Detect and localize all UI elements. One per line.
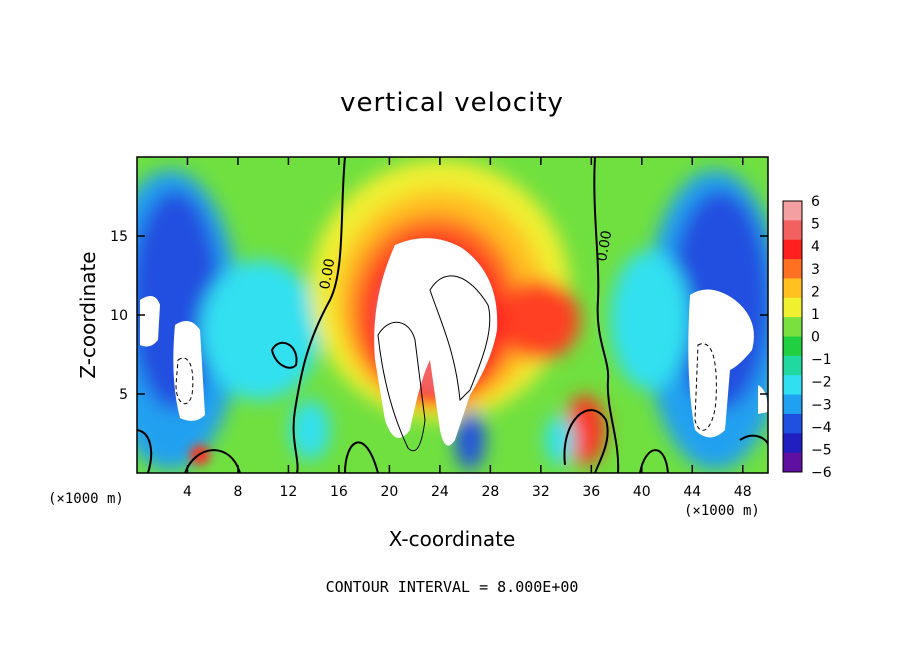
colorbar-swatch bbox=[783, 297, 802, 318]
downdraft-core-left bbox=[173, 321, 205, 421]
x-tick-label: 36 bbox=[582, 484, 600, 500]
y-axis: 5 10 15 bbox=[110, 229, 768, 403]
colorbar-swatch bbox=[783, 375, 802, 396]
x-tick-label: 24 bbox=[431, 484, 449, 500]
y-tick-label: 15 bbox=[110, 229, 128, 245]
colorbar-swatch bbox=[783, 433, 802, 454]
x-tick-label: 8 bbox=[233, 484, 242, 500]
x-tick-label: 12 bbox=[280, 484, 298, 500]
x-axis-label: X-coordinate bbox=[388, 527, 516, 551]
colorbar-tick-label: −5 bbox=[811, 442, 832, 458]
colorbar-swatch bbox=[783, 413, 802, 434]
colorbar-swatch bbox=[783, 239, 802, 260]
downdraft-core-right bbox=[688, 289, 754, 438]
colorbar: 6 5 4 3 2 1 0 −1 −2 −3 −4 −5 −6 bbox=[782, 194, 832, 481]
colorbar-swatch bbox=[783, 452, 802, 473]
x-unit-right: (×1000 m) bbox=[684, 503, 760, 519]
x-unit-left: (×1000 m) bbox=[48, 491, 124, 507]
x-axis: 4 8 12 16 20 24 28 32 36 40 44 48 bbox=[183, 157, 752, 500]
contour-label-right: 0.00 bbox=[594, 229, 615, 262]
colorbar-tick-label: 4 bbox=[811, 239, 820, 255]
colorbar-swatch bbox=[783, 259, 802, 279]
x-tick-label: 40 bbox=[633, 484, 651, 500]
colorbar-tick-label: 0 bbox=[811, 330, 820, 346]
colorbar-tick-label: 5 bbox=[811, 217, 820, 233]
heatmap-field bbox=[137, 157, 768, 473]
colorbar-tick-label: −1 bbox=[811, 352, 832, 368]
colorbar-tick-label: 3 bbox=[811, 262, 820, 278]
contour-label-left: 0.00 bbox=[317, 257, 338, 290]
x-tick-label: 44 bbox=[683, 484, 701, 500]
colorbar-tick-label: −3 bbox=[811, 397, 832, 413]
colorbar-swatch bbox=[783, 394, 802, 415]
y-tick-label: 5 bbox=[119, 387, 128, 403]
colorbar-tick-label: −6 bbox=[811, 465, 832, 481]
x-tick-label: 32 bbox=[532, 484, 550, 500]
contour-interval-note: CONTOUR INTERVAL = 8.000E+00 bbox=[325, 578, 579, 596]
chart-title: vertical velocity bbox=[340, 88, 564, 118]
y-tick-label: 10 bbox=[110, 308, 128, 324]
colorbar-tick-label: 6 bbox=[811, 194, 820, 210]
x-tick-label: 48 bbox=[734, 484, 752, 500]
colorbar-swatch bbox=[783, 220, 802, 241]
colorbar-tick-label: −4 bbox=[811, 420, 832, 436]
colorbar-tick-label: 1 bbox=[811, 307, 820, 323]
zero-contour-left bbox=[292, 157, 346, 473]
colorbar-swatch bbox=[783, 278, 802, 299]
colorbar-swatch bbox=[783, 317, 802, 337]
x-tick-label: 20 bbox=[380, 484, 398, 500]
zero-contour-right bbox=[593, 157, 620, 473]
colorbar-frame bbox=[782, 200, 803, 473]
x-tick-label: 4 bbox=[183, 484, 192, 500]
colorbar-tick-label: 2 bbox=[811, 284, 820, 300]
colorbar-swatch bbox=[783, 336, 802, 357]
x-tick-label: 28 bbox=[481, 484, 499, 500]
colorbar-swatch bbox=[783, 355, 802, 376]
colorbar-tick-label: −2 bbox=[811, 375, 832, 391]
colorbar-swatch bbox=[783, 201, 802, 221]
x-tick-label: 16 bbox=[330, 484, 348, 500]
